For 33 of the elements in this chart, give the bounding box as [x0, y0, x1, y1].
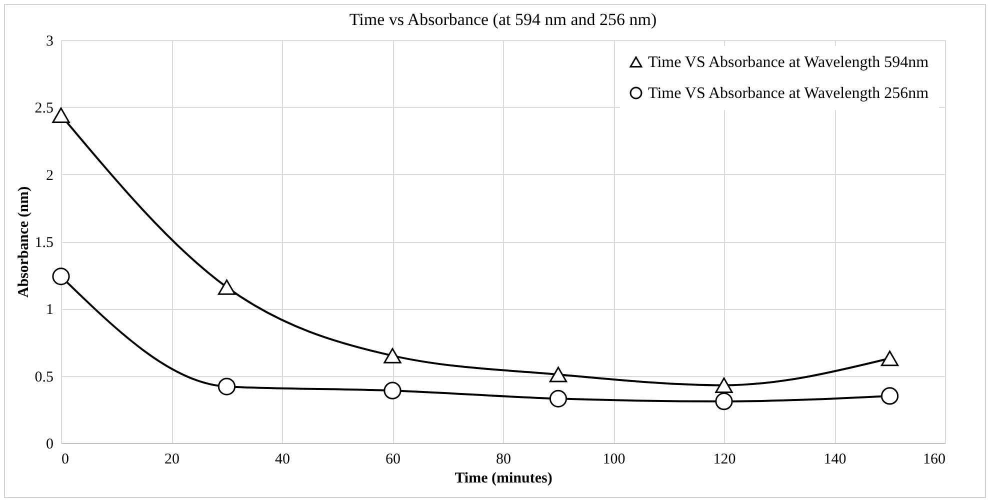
point — [218, 279, 236, 295]
x-tick-label: 0 — [62, 452, 69, 468]
point — [384, 348, 402, 364]
y-tick-label: 1.5 — [34, 235, 54, 251]
point — [715, 392, 733, 410]
y-tick-label: 0 — [46, 436, 54, 452]
x-tick-label: 80 — [496, 452, 511, 468]
legend-label: Time VS Absorbance at Wavelength 256nm — [648, 85, 930, 102]
point — [384, 382, 402, 400]
point — [715, 378, 733, 393]
point — [52, 107, 70, 123]
chart-title: Time vs Absorbance (at 594 nm and 256 nm) — [349, 10, 657, 29]
x-tick-label: 160 — [923, 452, 946, 468]
y-tick-label: 2.5 — [34, 100, 54, 117]
y-tick-label: 3 — [46, 34, 54, 50]
y-tick-label: 1 — [46, 302, 54, 318]
point — [880, 350, 899, 366]
point — [52, 268, 70, 286]
point — [218, 378, 236, 396]
x-tick-label: 120 — [713, 452, 736, 468]
y-tick-label: 0.5 — [34, 369, 54, 386]
x-tick-label: 60 — [386, 452, 400, 468]
legend-label: Time VS Absorbance at Wavelength 594nm — [648, 54, 930, 71]
point — [880, 387, 899, 405]
point — [549, 366, 568, 382]
x-tick-label: 40 — [275, 452, 290, 468]
y-tick-label: 2 — [46, 168, 54, 184]
point — [549, 390, 568, 408]
x-tick-label: 20 — [164, 452, 180, 468]
y-axis-title: Absorbance (nm) — [16, 186, 32, 298]
x-tick-label: 100 — [602, 452, 626, 468]
x-tick-label: 140 — [824, 452, 846, 468]
x-axis-title: Time (minutes) — [454, 470, 552, 486]
